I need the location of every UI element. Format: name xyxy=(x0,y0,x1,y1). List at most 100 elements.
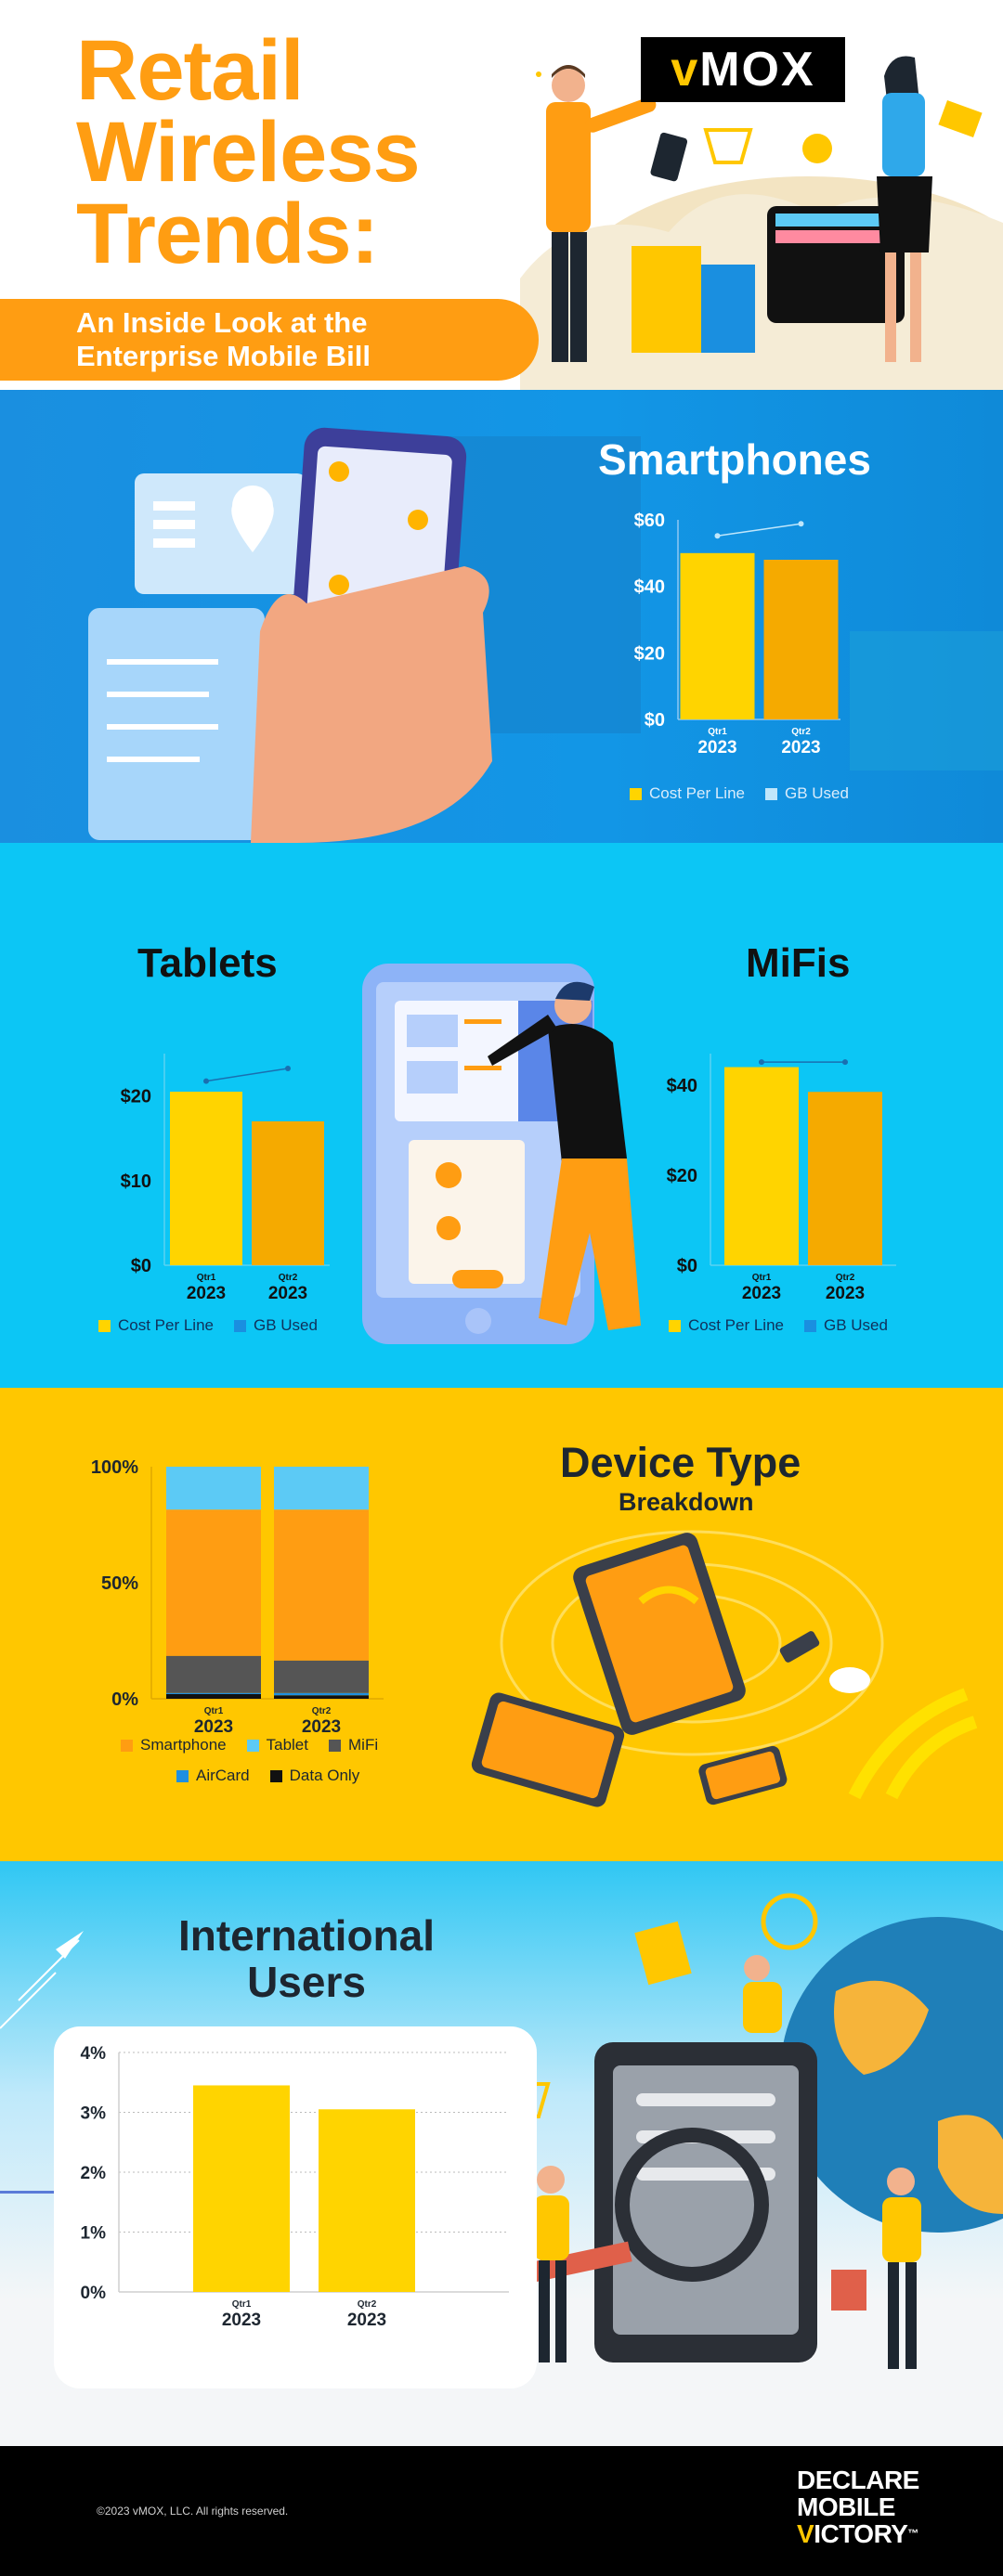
tablet-small-screen xyxy=(481,1701,615,1799)
checklist-line xyxy=(636,2168,775,2181)
x-tick-label: Qtr1 xyxy=(204,1706,224,1716)
mouse-icon xyxy=(829,1667,870,1693)
gb-used-point xyxy=(759,1059,764,1066)
location-pin-icon xyxy=(231,485,274,552)
smartphones-chart: $0 $20 $40 $60 Qtr1 2023 Qtr2 2023 xyxy=(594,506,873,757)
screen-card xyxy=(409,1140,525,1284)
title-line: Users xyxy=(247,1958,366,2006)
legend-label: GB Used xyxy=(785,784,849,802)
woman-leg xyxy=(885,252,896,362)
legend-label: GB Used xyxy=(824,1316,888,1334)
mifis-chart: $0 $20 $40 Qtr1 2023 Qtr2 2023 xyxy=(655,1040,905,1303)
y-tick-label: 0% xyxy=(111,1689,138,1710)
bar-segment-aircard xyxy=(274,1692,369,1696)
clock-icon xyxy=(436,1162,462,1188)
person-head xyxy=(887,2168,915,2195)
y-tick-label: $60 xyxy=(634,511,665,531)
person-leg xyxy=(905,2262,917,2369)
x-tick-label: Qtr1 xyxy=(708,727,727,737)
legend-item: Cost Per Line xyxy=(98,1316,214,1335)
sparkle-icon xyxy=(536,71,541,77)
gb-used-point xyxy=(842,1059,848,1066)
card-line xyxy=(153,538,195,548)
card-stripe xyxy=(775,230,896,243)
legend-swatch xyxy=(234,1319,246,1332)
legend-label: Data Only xyxy=(289,1767,360,1784)
location-pin-icon xyxy=(802,134,832,163)
woman-hair xyxy=(884,56,919,102)
trademark: ™ xyxy=(907,2527,918,2540)
person-body xyxy=(743,1982,782,2033)
y-tick-label: 1% xyxy=(81,2224,107,2244)
tablets-mifis-section: Tablets MiFis $0 $10 $20 Qtr1 2023 Qtr2 2023 $… xyxy=(0,843,1003,1388)
y-tick-label: $20 xyxy=(634,643,665,664)
globe-land xyxy=(938,2115,1003,2214)
card-line xyxy=(107,757,200,762)
y-tick-label: 3% xyxy=(81,2104,107,2124)
man-arm xyxy=(585,97,657,133)
legend-item: Cost Per Line xyxy=(669,1316,784,1335)
screen-block xyxy=(407,1061,458,1094)
x-tick-label: Qtr2 xyxy=(312,1706,332,1716)
section-subtitle: Breakdown xyxy=(619,1488,754,1516)
legend-swatch xyxy=(176,1769,189,1782)
y-tick-label: 4% xyxy=(81,2044,107,2064)
bar xyxy=(193,2085,290,2292)
bar xyxy=(724,1067,799,1265)
card-line xyxy=(107,659,218,665)
bar xyxy=(763,560,839,719)
x-tick-label: 2023 xyxy=(222,2311,261,2330)
y-tick-label: $0 xyxy=(677,1256,697,1276)
person-head xyxy=(744,1955,770,1981)
person-leg xyxy=(888,2262,899,2369)
clock-icon xyxy=(761,1893,818,1950)
section-title: Smartphones xyxy=(598,435,871,484)
legend-item: Smartphone xyxy=(121,1736,227,1754)
page-title: Retail Wireless Trends: xyxy=(76,28,421,277)
legend-swatch xyxy=(246,1739,259,1752)
screen-block xyxy=(407,1015,458,1047)
hero-illustration xyxy=(520,56,1003,390)
tablets-chart: $0 $10 $20 Qtr1 2023 Qtr2 2023 xyxy=(88,1040,339,1303)
x-tick-label: 2023 xyxy=(302,1717,341,1737)
gb-used-point xyxy=(798,521,804,527)
person-hair xyxy=(555,981,594,1001)
section-title: Device Type xyxy=(560,1439,801,1486)
brand-line: DECLARE xyxy=(797,2466,919,2494)
woman-jacket xyxy=(882,93,925,176)
x-tick-label: Qtr2 xyxy=(279,1273,298,1283)
gb-used-point xyxy=(714,533,721,539)
title-line: Wireless xyxy=(76,105,421,200)
bar xyxy=(808,1092,882,1265)
legend-swatch xyxy=(630,787,642,800)
x-tick-label: 2023 xyxy=(194,1717,233,1737)
legend-swatch xyxy=(669,1319,681,1332)
gb-used-point xyxy=(203,1078,209,1084)
intl-chart-card xyxy=(54,2026,537,2388)
hero-cloud-shape xyxy=(520,194,1003,390)
bar xyxy=(680,552,755,719)
screen-line xyxy=(464,1019,502,1024)
location-pin-icon xyxy=(408,510,428,530)
device-legend-row2: AirCard Data Only xyxy=(176,1767,359,1785)
hero-section: Retail Wireless Trends: An Inside Look a… xyxy=(0,0,1003,390)
legend-item: GB Used xyxy=(765,784,849,803)
title-line: International xyxy=(177,1911,436,1960)
copyright-text: ©2023 vMOX, LLC. All rights reserved. xyxy=(97,2505,289,2518)
bar-segment-mifi xyxy=(274,1660,369,1693)
y-tick-label: $20 xyxy=(121,1087,151,1107)
y-tick-label: $0 xyxy=(131,1256,151,1276)
usb-stick-icon xyxy=(779,1631,820,1663)
man-head xyxy=(552,69,585,102)
x-tick-label: 2023 xyxy=(742,1284,781,1303)
x-tick-label: Qtr2 xyxy=(791,727,811,737)
map-card xyxy=(135,473,306,594)
devices-illustration xyxy=(471,1530,978,1807)
background-cabinet xyxy=(850,631,1003,770)
accent-line xyxy=(0,2191,54,2194)
legend-label: Cost Per Line xyxy=(688,1316,784,1334)
y-tick-label: 0% xyxy=(81,2284,107,2303)
